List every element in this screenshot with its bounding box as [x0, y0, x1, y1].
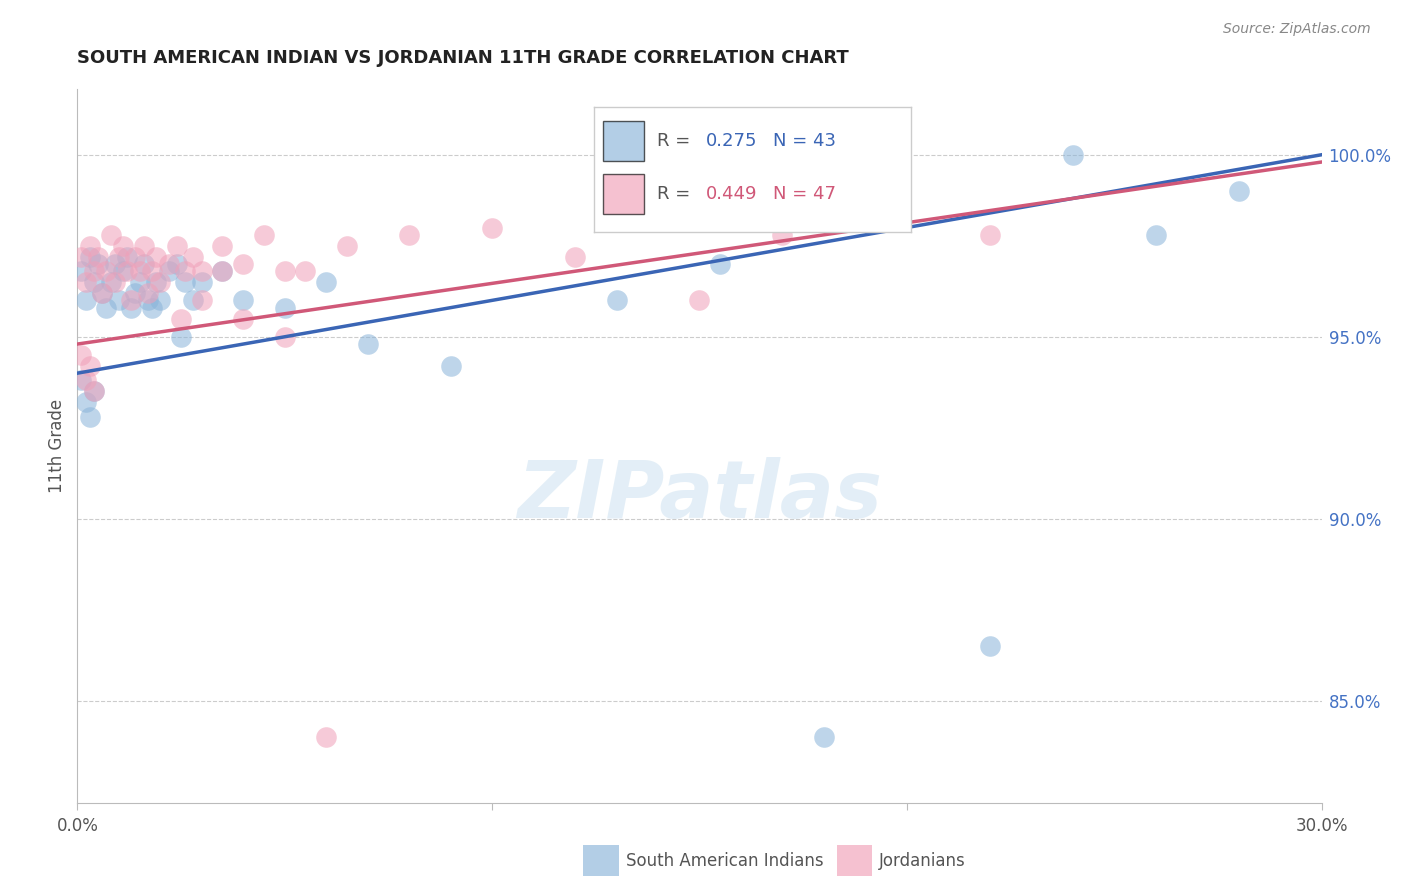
Point: [70, 348, 93, 362]
Point: [191, 275, 214, 289]
Point: [115, 264, 138, 278]
Point: [979, 639, 1001, 653]
Point: [75, 374, 97, 388]
Text: Source: ZipAtlas.com: Source: ZipAtlas.com: [1223, 22, 1371, 37]
Point: [191, 264, 214, 278]
Point: [87, 257, 110, 271]
Point: [166, 257, 188, 271]
Point: [689, 293, 711, 308]
Point: [979, 227, 1001, 242]
Point: [232, 257, 254, 271]
Point: [111, 239, 134, 253]
Point: [211, 264, 233, 278]
Point: [481, 220, 503, 235]
Point: [149, 293, 172, 308]
Point: [124, 250, 146, 264]
Point: [1062, 147, 1084, 161]
Point: [70, 374, 93, 388]
Point: [564, 250, 586, 264]
Point: [336, 239, 359, 253]
Point: [108, 293, 131, 308]
Point: [79, 239, 101, 253]
Point: [75, 293, 97, 308]
Point: [100, 227, 122, 242]
Point: [100, 275, 122, 289]
Point: [157, 257, 180, 271]
Point: [141, 301, 163, 315]
Point: [87, 250, 110, 264]
Point: [157, 264, 180, 278]
Point: [772, 227, 794, 242]
Point: [274, 264, 297, 278]
Point: [191, 293, 214, 308]
Point: [96, 301, 118, 315]
Point: [174, 264, 197, 278]
Point: [91, 286, 114, 301]
Point: [136, 293, 159, 308]
Point: [83, 384, 105, 399]
Point: [149, 275, 172, 289]
Point: [96, 264, 118, 278]
Point: [111, 264, 134, 278]
Point: [79, 250, 101, 264]
Point: [75, 395, 97, 409]
Point: [108, 250, 131, 264]
Point: [440, 359, 463, 373]
Point: [274, 330, 297, 344]
Point: [183, 293, 205, 308]
Point: [83, 384, 105, 399]
Point: [70, 250, 93, 264]
Point: [128, 264, 150, 278]
Point: [709, 257, 731, 271]
Point: [132, 239, 155, 253]
Point: [1144, 227, 1167, 242]
Point: [124, 286, 146, 301]
Point: [253, 227, 276, 242]
Point: [145, 275, 167, 289]
Point: [1227, 184, 1250, 198]
Point: [315, 731, 337, 745]
Point: [232, 311, 254, 326]
Point: [606, 293, 628, 308]
Point: [141, 264, 163, 278]
Point: [104, 257, 127, 271]
Point: [170, 330, 193, 344]
Point: [183, 250, 205, 264]
Y-axis label: 11th Grade: 11th Grade: [48, 399, 66, 493]
Text: Jordanians: Jordanians: [879, 852, 966, 870]
Point: [104, 275, 127, 289]
Point: [315, 275, 337, 289]
Point: [211, 239, 233, 253]
Point: [170, 311, 193, 326]
Point: [79, 359, 101, 373]
Point: [145, 250, 167, 264]
Point: [232, 293, 254, 308]
Point: [813, 731, 835, 745]
Point: [79, 409, 101, 424]
Point: [174, 275, 197, 289]
Point: [120, 293, 142, 308]
Point: [128, 275, 150, 289]
Point: [83, 264, 105, 278]
Text: SOUTH AMERICAN INDIAN VS JORDANIAN 11TH GRADE CORRELATION CHART: SOUTH AMERICAN INDIAN VS JORDANIAN 11TH …: [77, 49, 849, 67]
Point: [115, 250, 138, 264]
Point: [294, 264, 316, 278]
Point: [91, 286, 114, 301]
Point: [398, 227, 420, 242]
Point: [357, 337, 380, 351]
Point: [132, 257, 155, 271]
Point: [211, 264, 233, 278]
Text: ZIPatlas: ZIPatlas: [517, 457, 882, 535]
Point: [136, 286, 159, 301]
Point: [83, 275, 105, 289]
Point: [70, 264, 93, 278]
Point: [274, 301, 297, 315]
Point: [75, 275, 97, 289]
Point: [166, 239, 188, 253]
Point: [120, 301, 142, 315]
Text: South American Indians: South American Indians: [626, 852, 824, 870]
